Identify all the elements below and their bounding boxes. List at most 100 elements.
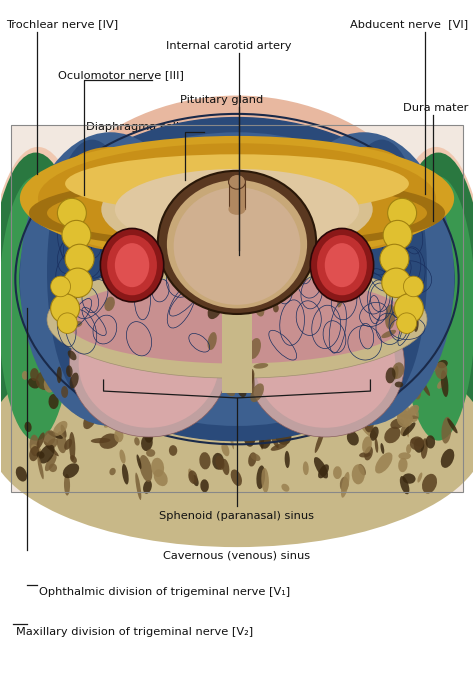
Ellipse shape bbox=[20, 118, 454, 441]
Ellipse shape bbox=[37, 456, 44, 480]
Ellipse shape bbox=[159, 406, 167, 413]
Ellipse shape bbox=[38, 143, 436, 254]
Ellipse shape bbox=[384, 426, 401, 443]
Ellipse shape bbox=[192, 475, 199, 486]
Ellipse shape bbox=[228, 204, 246, 215]
Ellipse shape bbox=[238, 399, 250, 414]
Ellipse shape bbox=[22, 371, 28, 380]
Ellipse shape bbox=[134, 438, 140, 446]
Ellipse shape bbox=[107, 394, 124, 406]
Ellipse shape bbox=[20, 136, 454, 260]
Ellipse shape bbox=[282, 484, 290, 492]
Ellipse shape bbox=[285, 451, 290, 468]
Ellipse shape bbox=[173, 187, 301, 305]
Ellipse shape bbox=[246, 290, 404, 437]
Ellipse shape bbox=[317, 235, 367, 296]
Ellipse shape bbox=[167, 180, 307, 309]
Ellipse shape bbox=[407, 405, 419, 416]
Ellipse shape bbox=[305, 147, 422, 249]
Ellipse shape bbox=[222, 459, 229, 475]
Ellipse shape bbox=[237, 404, 242, 420]
Ellipse shape bbox=[29, 176, 445, 249]
Ellipse shape bbox=[70, 455, 77, 463]
Ellipse shape bbox=[25, 422, 32, 432]
Ellipse shape bbox=[44, 441, 59, 456]
Ellipse shape bbox=[394, 294, 423, 323]
Ellipse shape bbox=[251, 362, 262, 380]
Ellipse shape bbox=[399, 414, 419, 419]
Ellipse shape bbox=[255, 302, 264, 316]
Ellipse shape bbox=[230, 393, 240, 411]
Ellipse shape bbox=[402, 422, 416, 436]
Ellipse shape bbox=[384, 147, 474, 470]
Ellipse shape bbox=[365, 356, 375, 381]
Ellipse shape bbox=[62, 220, 91, 249]
Ellipse shape bbox=[261, 468, 269, 493]
Ellipse shape bbox=[290, 354, 303, 378]
Ellipse shape bbox=[43, 430, 55, 446]
Ellipse shape bbox=[375, 438, 378, 453]
Ellipse shape bbox=[402, 473, 416, 484]
Ellipse shape bbox=[418, 473, 422, 482]
Ellipse shape bbox=[403, 276, 423, 297]
Ellipse shape bbox=[71, 321, 82, 328]
Ellipse shape bbox=[135, 473, 141, 500]
Ellipse shape bbox=[42, 357, 53, 373]
Ellipse shape bbox=[398, 457, 408, 472]
Ellipse shape bbox=[437, 380, 444, 389]
Ellipse shape bbox=[362, 436, 372, 453]
Ellipse shape bbox=[47, 140, 137, 404]
Ellipse shape bbox=[53, 421, 67, 436]
Ellipse shape bbox=[251, 453, 261, 461]
Ellipse shape bbox=[63, 463, 79, 478]
Ellipse shape bbox=[337, 296, 343, 307]
Ellipse shape bbox=[226, 387, 235, 396]
Ellipse shape bbox=[228, 426, 234, 449]
Ellipse shape bbox=[262, 389, 275, 396]
Ellipse shape bbox=[267, 389, 281, 407]
Ellipse shape bbox=[30, 368, 39, 381]
Ellipse shape bbox=[65, 378, 72, 388]
Ellipse shape bbox=[47, 260, 427, 378]
Ellipse shape bbox=[0, 147, 90, 470]
Ellipse shape bbox=[0, 154, 81, 463]
Ellipse shape bbox=[228, 422, 231, 431]
Ellipse shape bbox=[255, 299, 395, 428]
Ellipse shape bbox=[208, 332, 217, 350]
Ellipse shape bbox=[409, 407, 419, 422]
Ellipse shape bbox=[118, 394, 132, 412]
Ellipse shape bbox=[260, 422, 264, 449]
Ellipse shape bbox=[381, 443, 384, 454]
Ellipse shape bbox=[364, 410, 374, 433]
Ellipse shape bbox=[386, 378, 397, 392]
Ellipse shape bbox=[183, 400, 201, 421]
Ellipse shape bbox=[406, 444, 411, 453]
Ellipse shape bbox=[207, 409, 214, 424]
Ellipse shape bbox=[69, 432, 75, 461]
Ellipse shape bbox=[31, 444, 43, 457]
Ellipse shape bbox=[16, 466, 27, 482]
Text: Diaphragma sellae: Diaphragma sellae bbox=[86, 122, 193, 132]
Ellipse shape bbox=[383, 389, 387, 396]
Ellipse shape bbox=[72, 360, 81, 378]
Text: Cavernous (venous) sinus: Cavernous (venous) sinus bbox=[164, 551, 310, 560]
Ellipse shape bbox=[367, 360, 376, 371]
Ellipse shape bbox=[383, 220, 412, 249]
Ellipse shape bbox=[224, 333, 239, 345]
Ellipse shape bbox=[415, 384, 422, 395]
Ellipse shape bbox=[381, 330, 396, 338]
Ellipse shape bbox=[104, 296, 115, 311]
Text: Trochlear nerve [IV]: Trochlear nerve [IV] bbox=[6, 19, 118, 29]
Ellipse shape bbox=[29, 446, 39, 461]
Ellipse shape bbox=[271, 443, 287, 451]
Text: Sphenoid (paranasal) sinus: Sphenoid (paranasal) sinus bbox=[159, 511, 315, 521]
Ellipse shape bbox=[271, 372, 276, 380]
Ellipse shape bbox=[138, 371, 143, 379]
Ellipse shape bbox=[333, 466, 342, 479]
Ellipse shape bbox=[107, 235, 157, 296]
Ellipse shape bbox=[74, 363, 85, 389]
Ellipse shape bbox=[392, 362, 404, 379]
Ellipse shape bbox=[256, 466, 265, 489]
Ellipse shape bbox=[224, 415, 233, 438]
Ellipse shape bbox=[45, 454, 57, 471]
